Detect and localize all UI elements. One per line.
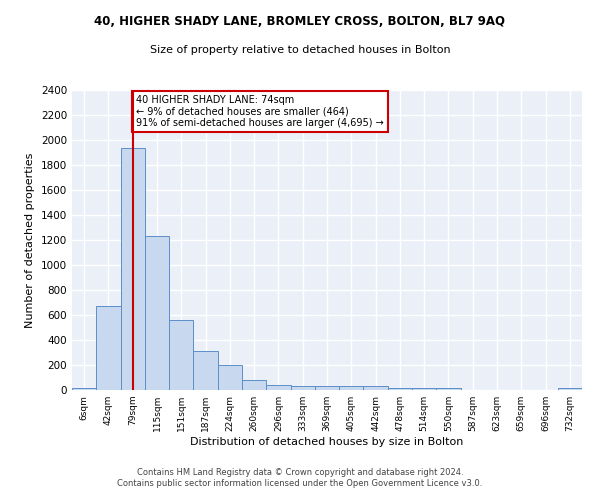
- Bar: [364, 386, 388, 390]
- Bar: [339, 386, 364, 390]
- Bar: [72, 388, 96, 390]
- Bar: [412, 388, 436, 390]
- Bar: [242, 380, 266, 390]
- Y-axis label: Number of detached properties: Number of detached properties: [25, 152, 35, 328]
- Bar: [193, 351, 218, 390]
- Bar: [436, 388, 461, 390]
- Bar: [290, 386, 315, 390]
- Bar: [121, 148, 145, 390]
- Text: Contains HM Land Registry data © Crown copyright and database right 2024.
Contai: Contains HM Land Registry data © Crown c…: [118, 468, 482, 487]
- Bar: [218, 365, 242, 390]
- Bar: [315, 386, 339, 390]
- Text: 40 HIGHER SHADY LANE: 74sqm
← 9% of detached houses are smaller (464)
91% of sem: 40 HIGHER SHADY LANE: 74sqm ← 9% of deta…: [136, 95, 384, 128]
- Text: 40, HIGHER SHADY LANE, BROMLEY CROSS, BOLTON, BL7 9AQ: 40, HIGHER SHADY LANE, BROMLEY CROSS, BO…: [95, 15, 505, 28]
- Text: Size of property relative to detached houses in Bolton: Size of property relative to detached ho…: [149, 45, 451, 55]
- Bar: [169, 320, 193, 390]
- X-axis label: Distribution of detached houses by size in Bolton: Distribution of detached houses by size …: [190, 437, 464, 447]
- Bar: [266, 385, 290, 390]
- Bar: [96, 306, 121, 390]
- Bar: [145, 236, 169, 390]
- Bar: [558, 388, 582, 390]
- Bar: [388, 388, 412, 390]
